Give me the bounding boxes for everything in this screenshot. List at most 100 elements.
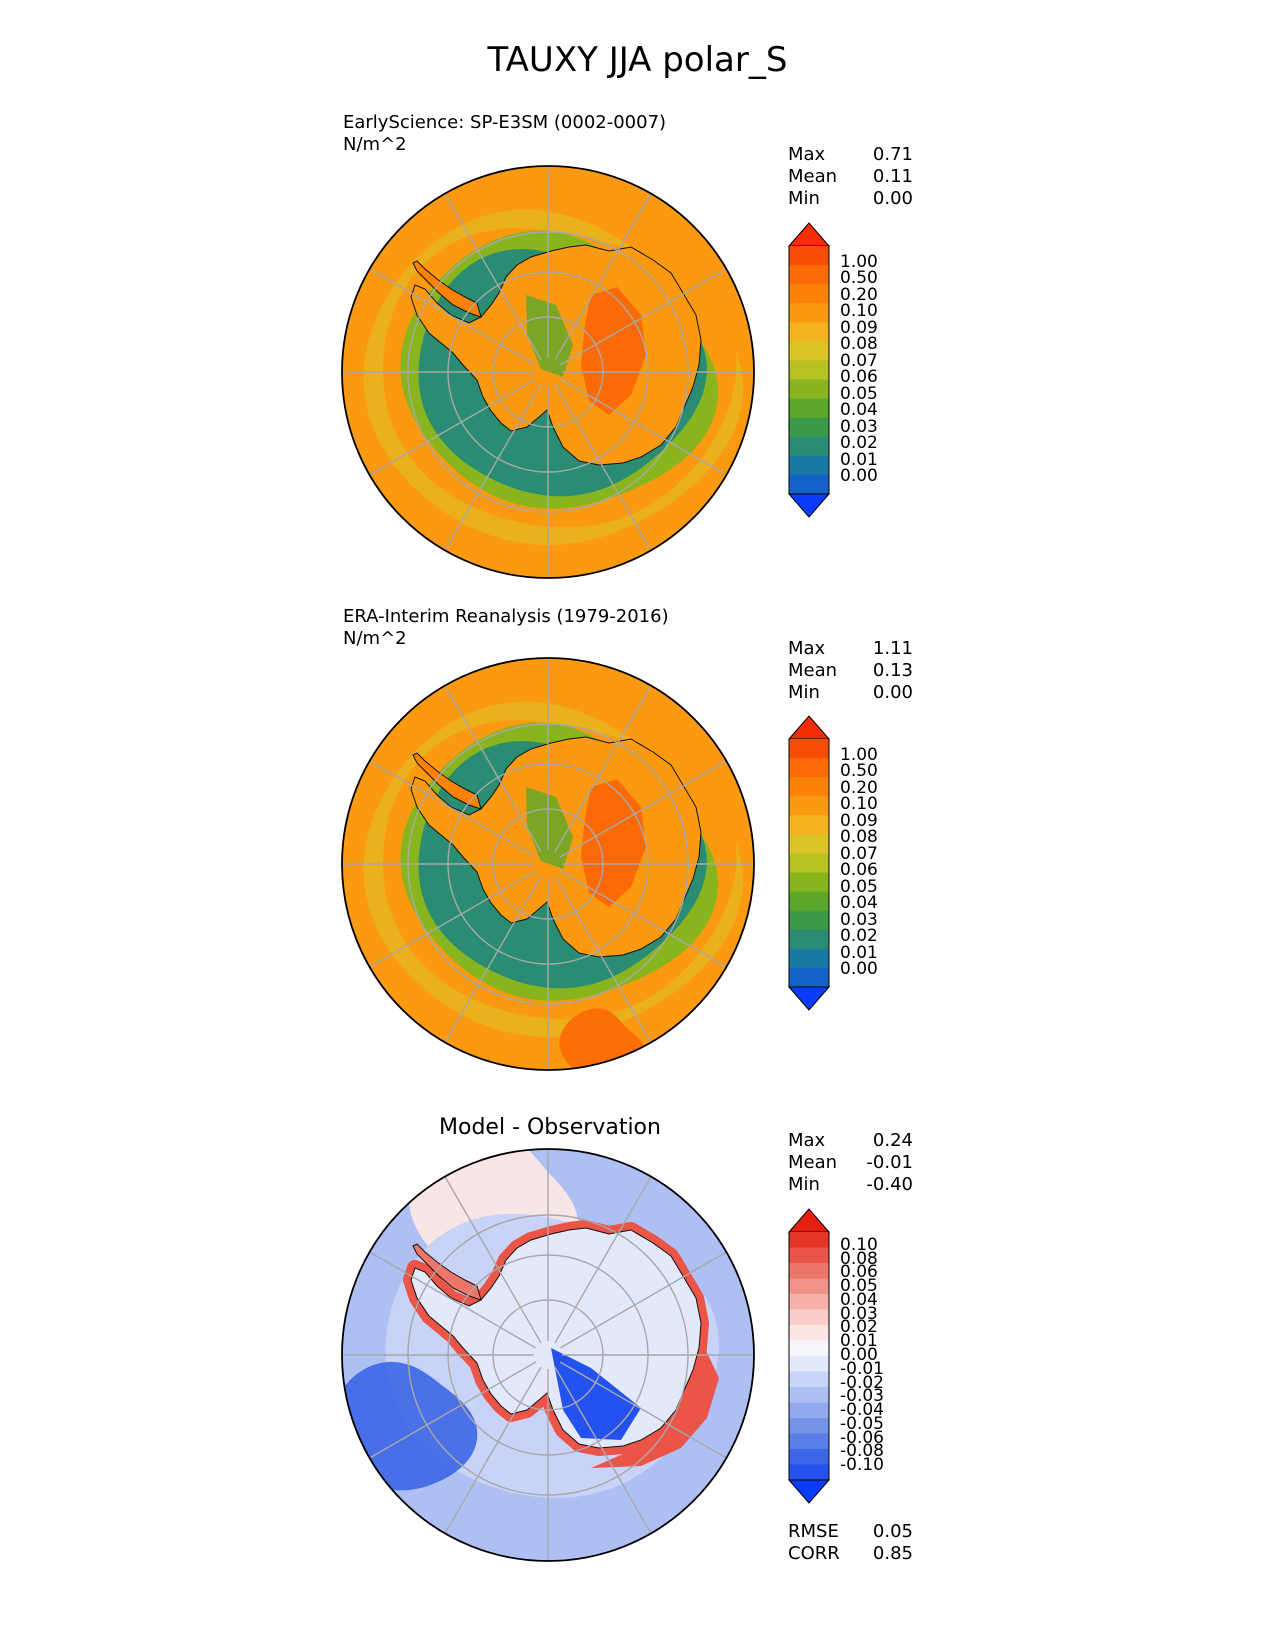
colorbar-tick-label: 0.06 — [840, 1262, 878, 1283]
colorbar-segment — [789, 1247, 829, 1264]
peninsula-coastline — [412, 752, 482, 810]
colorbar-tick-label: 1.00 — [840, 251, 878, 272]
colorbar-tick-label: 0.09 — [840, 810, 878, 831]
colorbar-swatches — [787, 715, 831, 1011]
colorbar-segment — [789, 777, 829, 797]
obs-stat-min: Min 0.00 — [788, 682, 913, 703]
model-stat-mean: Mean 0.11 — [788, 166, 913, 187]
colorbar-segment — [789, 796, 829, 816]
peninsula-coastline — [412, 1243, 482, 1301]
graticule — [342, 166, 754, 578]
model-stat-max: Max 0.71 — [788, 144, 913, 165]
colorbar-extend-min — [787, 493, 831, 518]
colorbar-segment — [789, 322, 829, 342]
colorbar-segment — [789, 303, 829, 323]
colorbar-tick-label: 0.01 — [840, 942, 878, 963]
colorbar-segment — [789, 1325, 829, 1342]
colorbar-tick-label: 0.01 — [840, 449, 878, 470]
model-polar-map — [341, 165, 755, 579]
colorbar-extend-max — [787, 222, 831, 247]
interior-low — [526, 295, 573, 377]
diff-stat-min: Min -0.40 — [788, 1174, 913, 1195]
colorbar-segment — [789, 246, 829, 266]
colorbar-tick-label: 0.50 — [840, 268, 878, 289]
colorbar-segment — [789, 341, 829, 362]
diff-east-positive — [591, 1344, 719, 1468]
colorbar-segment — [789, 455, 829, 476]
colorbar-tick-label: 0.07 — [840, 843, 878, 864]
colorbar-tick-label: 0.20 — [840, 284, 878, 305]
colorbar-tick-label: 0.05 — [840, 876, 878, 897]
colorbar-tick-label: 0.09 — [840, 317, 878, 338]
colorbar-tick-label: 0.03 — [840, 909, 878, 930]
colorbar-segment — [789, 436, 829, 457]
colorbar-tick-label: 0.02 — [840, 433, 878, 454]
coastline — [410, 244, 702, 466]
colorbar-tick-label: 0.10 — [840, 1234, 878, 1255]
colorbar-segment — [789, 758, 829, 778]
map-boundary — [341, 657, 755, 1071]
plateau-core — [581, 287, 646, 415]
colorbar-segment — [789, 1232, 829, 1249]
colorbar-extend-max — [787, 1208, 831, 1233]
colorbar-tick-label: 0.05 — [840, 1276, 878, 1297]
colorbar-tick-label: 0.00 — [840, 466, 878, 487]
colorbar-tick-label: 0.50 — [840, 761, 878, 782]
colorbar-segment — [789, 417, 829, 438]
colorbar-tick-label: 0.04 — [840, 1289, 878, 1310]
obs-stat-mean: Mean 0.13 — [788, 660, 913, 681]
colorbar-segment — [789, 891, 829, 912]
obs-stats: Max 1.11 Mean 0.13 Min 0.00 — [788, 638, 913, 704]
diff-metric-corr: CORR 0.85 — [788, 1543, 913, 1564]
colorbar-swatches — [787, 1208, 831, 1504]
colorbar-segment — [789, 1387, 829, 1404]
model-panel-label: EarlyScience: SP-E3SM (0002-0007) — [343, 112, 667, 133]
diff-polar-map — [341, 1148, 755, 1562]
diff-stat-mean: Mean -0.01 — [788, 1152, 913, 1173]
interior-low — [526, 787, 573, 869]
colorbar-tick-label: 1.00 — [840, 744, 878, 765]
diff-stat-max: Max 0.24 — [788, 1130, 913, 1151]
colorbar-segment — [789, 1263, 829, 1280]
colorbar-segment — [789, 474, 829, 495]
diff-metric-rmse: RMSE 0.05 — [788, 1521, 913, 1542]
colorbar-segment — [789, 1356, 829, 1373]
colorbar-tick-label: -0.10 — [840, 1455, 884, 1476]
colorbar-tick-label: 0.00 — [840, 1345, 878, 1365]
colorbar-segment — [789, 739, 829, 759]
colorbar-tick-label: 0.08 — [840, 334, 878, 355]
obs-polar-map — [341, 657, 755, 1071]
colorbar-segment — [789, 967, 829, 988]
model-panel-units: N/m^2 — [343, 134, 407, 155]
colorbar-tick-label: 0.20 — [840, 777, 878, 798]
colorbar-segment — [789, 265, 829, 285]
model-stats: Max 0.71 Mean 0.11 Min 0.00 — [788, 144, 913, 210]
peninsula-coastline — [412, 260, 482, 318]
colorbar-segment — [789, 1309, 829, 1326]
colorbar-segment — [789, 1371, 829, 1388]
colorbar-segment — [789, 834, 829, 855]
colorbar-segment — [789, 398, 829, 419]
colorbar-tick-label: -0.05 — [840, 1413, 884, 1434]
colorbar-segment — [789, 1294, 829, 1311]
field-fill — [342, 166, 754, 578]
peninsula-fill — [413, 753, 481, 809]
colorbar-segment — [789, 853, 829, 874]
colorbar-tick-label: 0.04 — [840, 893, 878, 914]
colorbar-segment — [789, 948, 829, 969]
field-fill — [342, 1149, 754, 1561]
colorbar-segment — [789, 1278, 829, 1295]
colorbar-tick-label: 0.02 — [840, 926, 878, 947]
colorbar-segment — [789, 360, 829, 381]
colorbar-segment — [789, 1449, 829, 1466]
colorbar-segment — [789, 815, 829, 835]
colorbar-tick-label: -0.04 — [840, 1400, 884, 1421]
diff-colorbar: 0.10 0.08 0.06 0.05 0.04 0.03 0.02 0.01 0.00 -0.0… — [787, 1208, 908, 1504]
colorbar-extend-max — [787, 715, 831, 740]
colorbar-segment — [789, 1418, 829, 1435]
obs-panel-label: ERA-Interim Reanalysis (1979-2016) — [343, 606, 669, 627]
colorbar-segment — [789, 1433, 829, 1450]
colorbar-segment — [789, 1402, 829, 1419]
obs-stat-max: Max 1.11 — [788, 638, 913, 659]
colorbar-tick-label: 0.06 — [840, 860, 878, 881]
